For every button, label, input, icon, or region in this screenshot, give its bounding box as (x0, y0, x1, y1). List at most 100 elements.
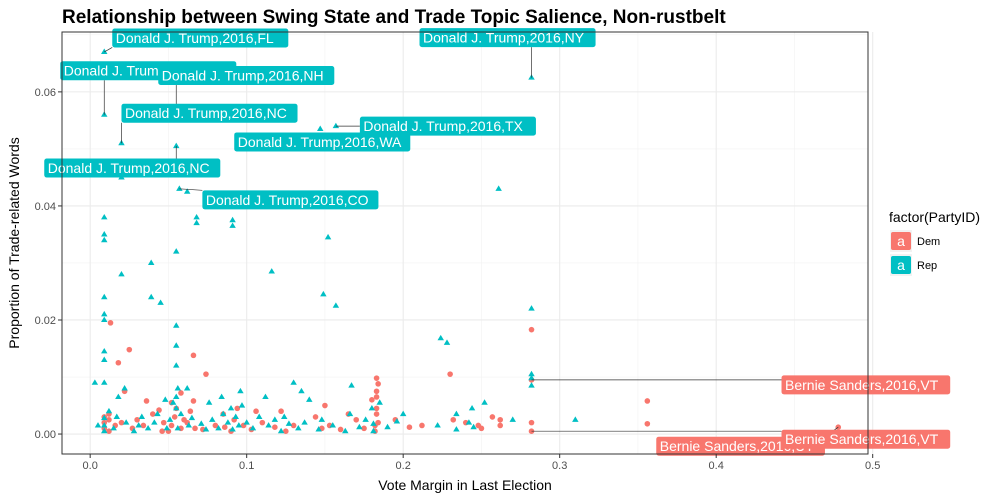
rep-point (101, 422, 108, 428)
rep-point (329, 422, 336, 428)
annotation-box (112, 28, 289, 48)
rep-point (465, 419, 473, 425)
rep-point (188, 414, 196, 421)
rep-point (101, 231, 108, 237)
annotation-connector (179, 188, 203, 191)
rep-point (227, 404, 235, 411)
rep-point (101, 236, 108, 243)
rep-point (348, 382, 355, 388)
legend-label: Rep (917, 260, 937, 272)
rep-point (144, 424, 152, 431)
rep-point (105, 407, 113, 414)
rep-point (101, 213, 108, 220)
dem-point (489, 414, 496, 420)
annotation-text: Donald J. Trump,2016,TX (363, 118, 523, 134)
rep-point (193, 213, 200, 220)
dem-point (272, 424, 278, 430)
rep-point (362, 416, 369, 422)
rep-point (154, 410, 161, 417)
rep-point (453, 426, 460, 432)
dem-point (171, 414, 178, 420)
data-points (91, 48, 842, 434)
rep-point (173, 322, 180, 328)
dem-point (160, 419, 167, 426)
annotation-connector (104, 47, 113, 53)
rep-point (262, 393, 269, 400)
rep-point (138, 413, 146, 419)
rep-point (173, 342, 180, 348)
x-axis-title: Vote Margin in Last Election (378, 477, 552, 493)
rep-point (481, 399, 488, 405)
rep-point (122, 419, 130, 425)
annotation-text: Donald J. Trump,2016,NH (162, 68, 324, 84)
rep-point (399, 410, 407, 417)
dem-point (134, 416, 140, 423)
legend-label: Dem (917, 236, 940, 248)
rep-point (368, 404, 376, 411)
dem-point (212, 422, 219, 429)
rep-point (235, 422, 243, 428)
rep-point (173, 362, 180, 368)
rep-point (229, 216, 236, 223)
dem-point (221, 424, 228, 430)
dem-point (644, 420, 651, 427)
rep-point (183, 385, 191, 391)
dem-point (278, 408, 284, 415)
rep-point (509, 416, 516, 422)
rep-point (118, 270, 125, 277)
dem-point (353, 416, 360, 423)
annotation-box (781, 429, 951, 449)
dem-point (106, 428, 112, 434)
rep-point (130, 427, 138, 434)
rep-point (370, 427, 377, 434)
rep-point (193, 219, 200, 226)
rep-point (376, 399, 383, 405)
dem-point (159, 428, 165, 434)
rep-point (101, 293, 108, 300)
annotation-text: Donald J. Trump,2016,FL (116, 30, 274, 46)
dem-point (115, 359, 122, 366)
dem-point (447, 371, 453, 377)
rep-point (298, 387, 305, 394)
legend-item: a Rep (890, 254, 937, 276)
rep-point (183, 188, 191, 194)
rep-point (238, 402, 246, 408)
rep-point (277, 427, 285, 434)
rep-point (101, 379, 108, 385)
rep-point (495, 185, 502, 191)
annotation-box (419, 28, 596, 48)
rep-point (209, 416, 216, 422)
dem-point (107, 320, 114, 326)
rep-point (205, 399, 213, 405)
rep-point (318, 416, 326, 422)
dem-point (644, 398, 651, 404)
rep-point (218, 393, 225, 400)
rep-point (332, 122, 340, 129)
rep-point (147, 259, 155, 265)
x-tick-label: 0.4 (709, 460, 724, 472)
rep-point (306, 396, 313, 402)
rep-point (202, 426, 210, 432)
rep-point (437, 334, 444, 341)
y-tick-label: 0.02 (35, 315, 56, 327)
rep-point (434, 422, 441, 428)
annotation-box (781, 375, 951, 395)
annotation-box (121, 103, 298, 123)
rep-point (320, 290, 327, 297)
rep-point (528, 374, 535, 381)
rep-point (356, 423, 363, 430)
rep-point (224, 419, 232, 425)
rep-point (255, 413, 263, 419)
rep-point (135, 422, 142, 428)
rep-point (163, 424, 171, 431)
rep-point (443, 339, 451, 345)
dem-point (497, 416, 504, 423)
rep-point (572, 416, 579, 422)
y-tick-label: 0.00 (35, 429, 56, 441)
annotation-label: Donald J. Trump,2016,NC (121, 103, 298, 144)
dem-point (190, 398, 197, 404)
dem-point (450, 416, 457, 423)
rep-point (173, 404, 180, 411)
dem-point (168, 422, 175, 429)
dem-point (406, 424, 413, 430)
